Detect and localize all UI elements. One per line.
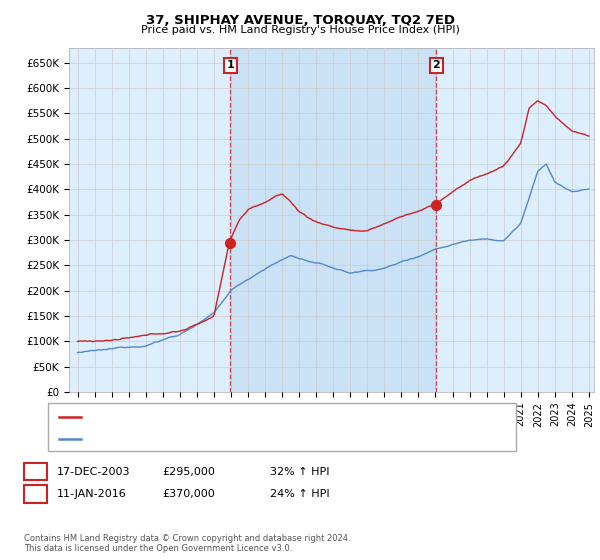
Text: 32% ↑ HPI: 32% ↑ HPI [270,466,329,477]
Text: 2: 2 [32,489,39,499]
Text: 37, SHIPHAY AVENUE, TORQUAY, TQ2 7ED: 37, SHIPHAY AVENUE, TORQUAY, TQ2 7ED [146,14,455,27]
Text: 1: 1 [226,60,234,71]
Text: £295,000: £295,000 [162,466,215,477]
Text: HPI: Average price, detached house, Torbay: HPI: Average price, detached house, Torb… [85,434,313,444]
Text: 11-JAN-2016: 11-JAN-2016 [57,489,127,499]
Text: Price paid vs. HM Land Registry's House Price Index (HPI): Price paid vs. HM Land Registry's House … [140,25,460,35]
Text: 17-DEC-2003: 17-DEC-2003 [57,466,131,477]
Text: 24% ↑ HPI: 24% ↑ HPI [270,489,329,499]
Text: 1: 1 [32,466,39,477]
Bar [230,48,436,392]
Text: Contains HM Land Registry data © Crown copyright and database right 2024.
This d: Contains HM Land Registry data © Crown c… [24,534,350,553]
Text: £370,000: £370,000 [162,489,215,499]
Text: 2: 2 [432,60,440,71]
Text: 37, SHIPHAY AVENUE, TORQUAY, TQ2 7ED (detached house): 37, SHIPHAY AVENUE, TORQUAY, TQ2 7ED (de… [85,412,398,422]
